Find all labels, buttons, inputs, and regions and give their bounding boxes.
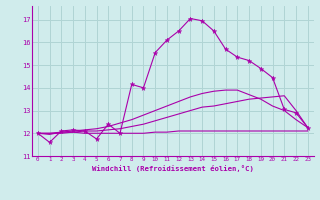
X-axis label: Windchill (Refroidissement éolien,°C): Windchill (Refroidissement éolien,°C) — [92, 165, 254, 172]
